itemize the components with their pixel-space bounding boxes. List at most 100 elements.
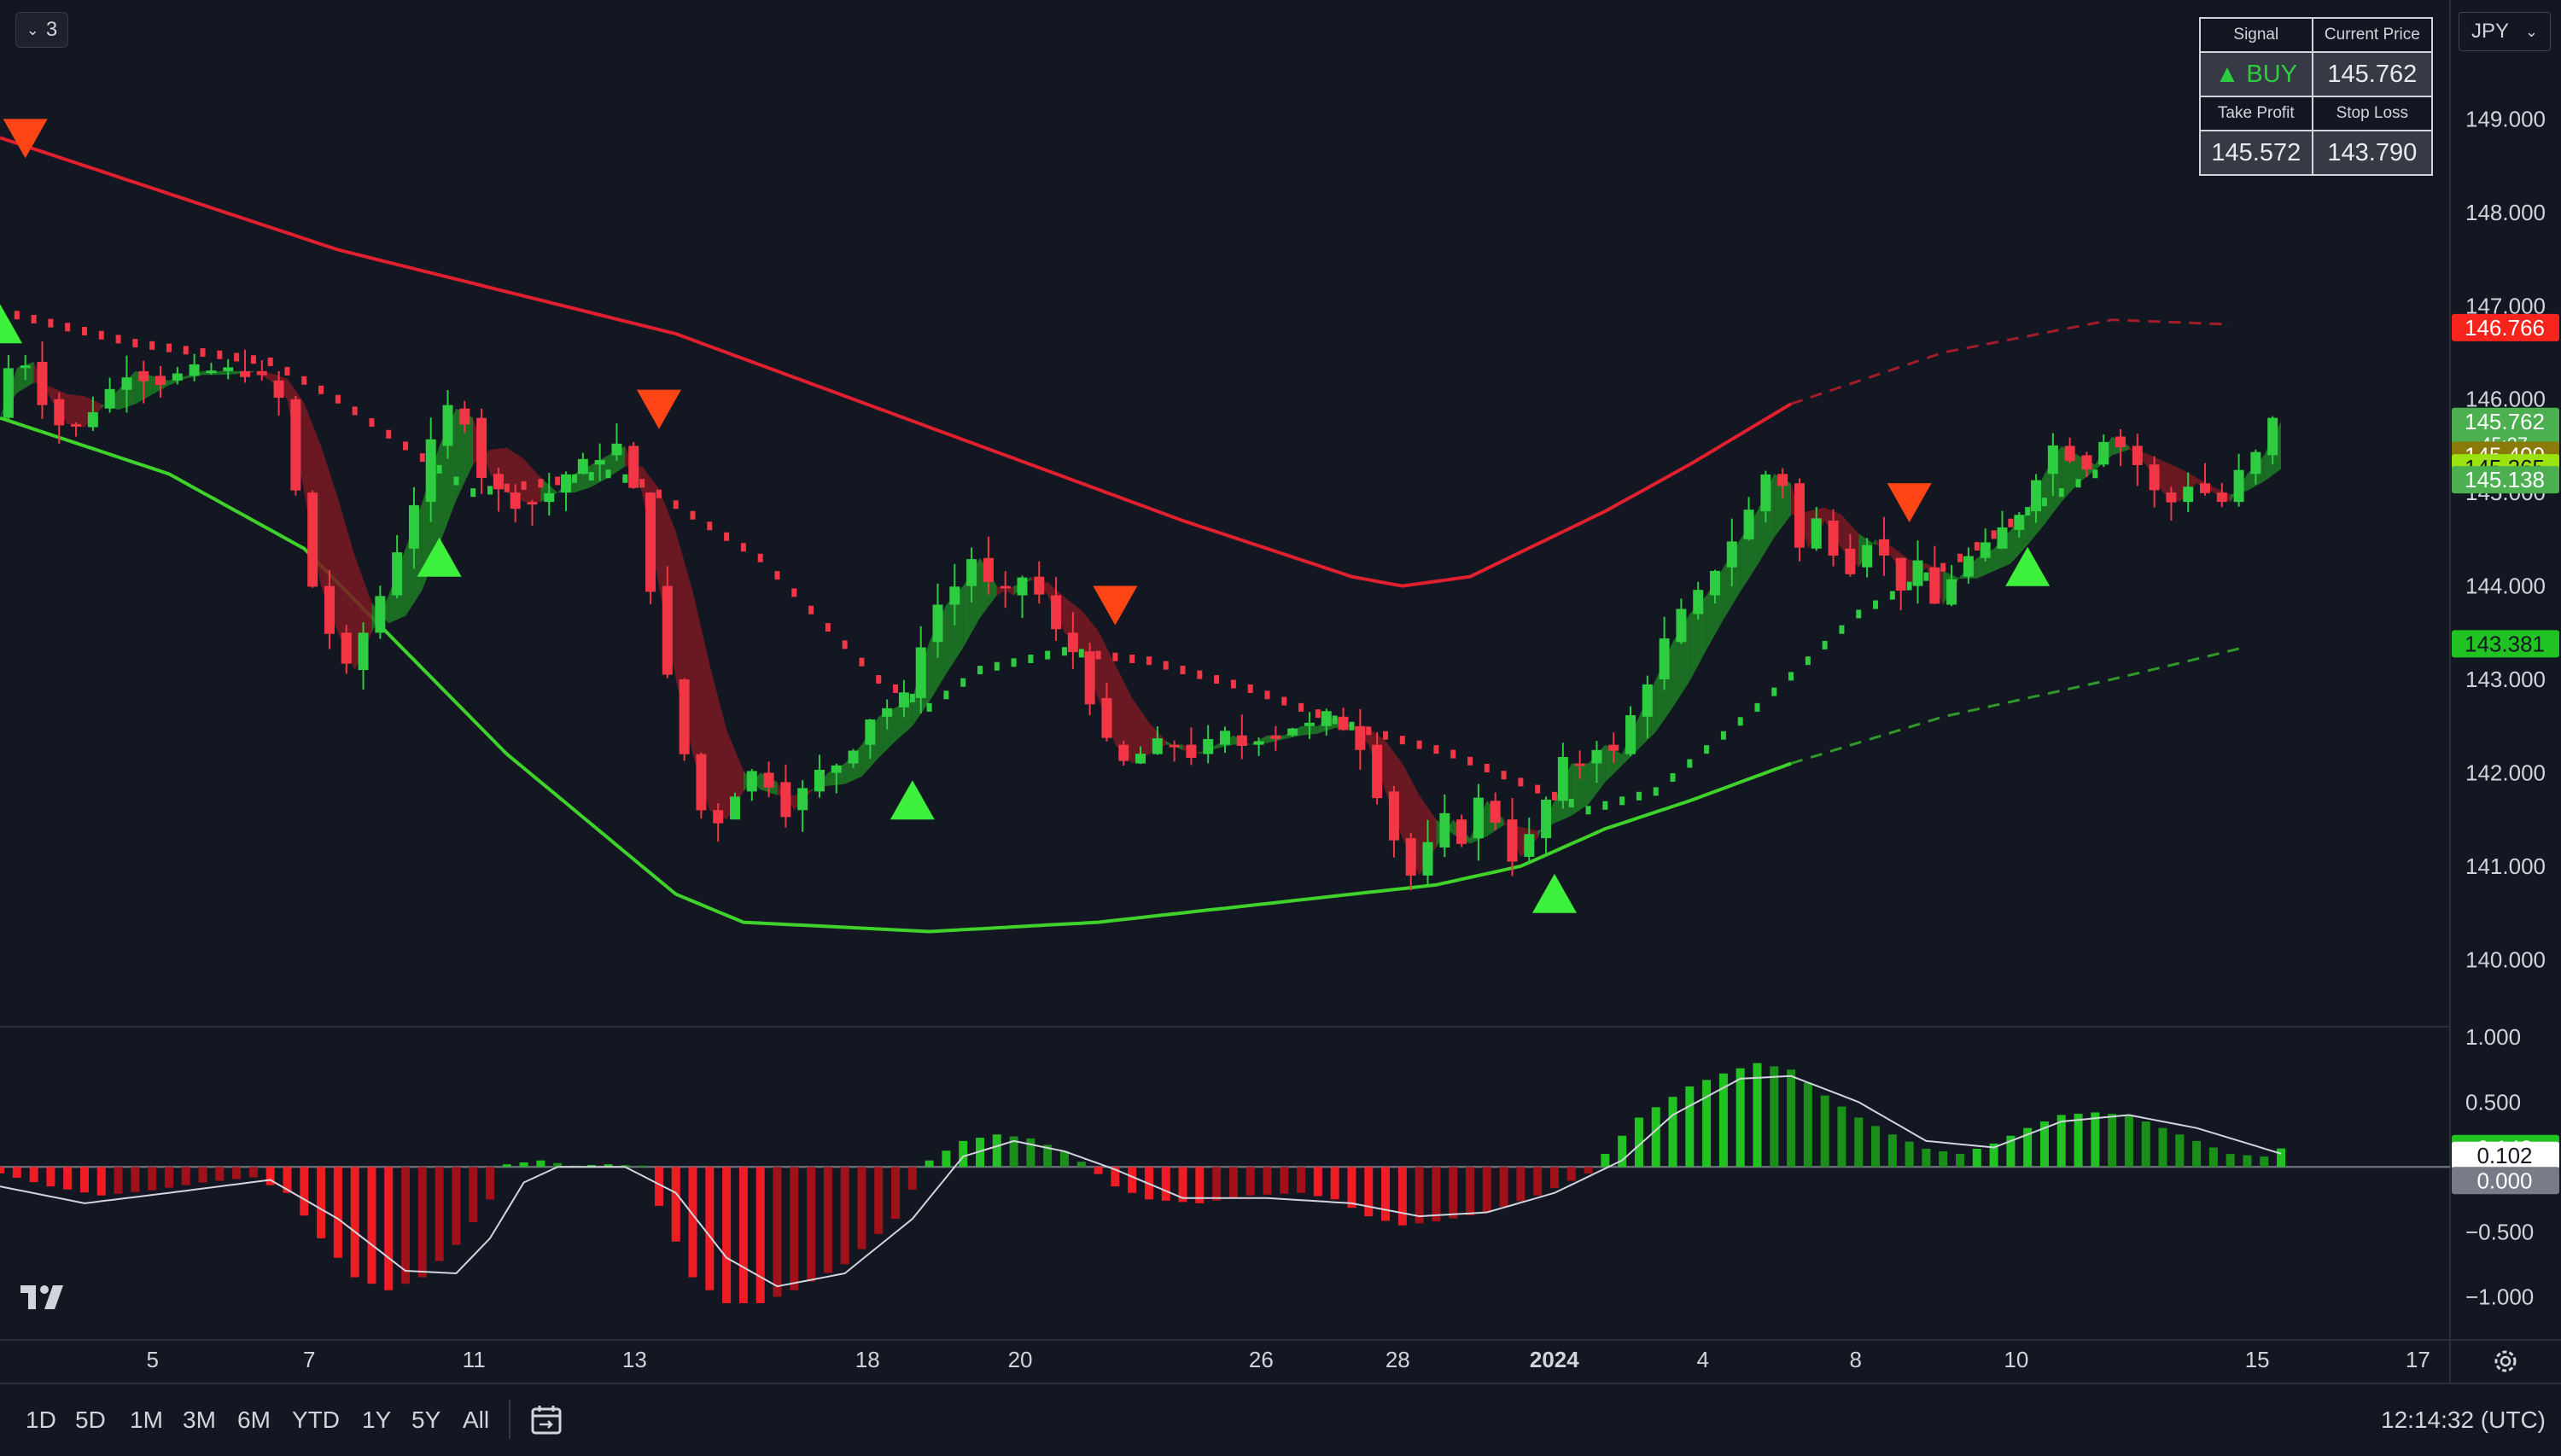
candle-body xyxy=(476,417,487,478)
trend-cloud-segment xyxy=(878,707,896,758)
trailing-stop-dot xyxy=(1771,687,1777,696)
timeframe-5y[interactable]: 5Y xyxy=(411,1406,441,1433)
trailing-stop-dot xyxy=(1112,652,1118,661)
trailing-stop-dot xyxy=(403,441,409,451)
trailing-stop-dot xyxy=(1670,772,1676,782)
histogram-bar xyxy=(1347,1167,1356,1208)
trailing-stop-dot xyxy=(1889,591,1895,600)
price-label-text: 145.138 xyxy=(2465,467,2545,492)
trailing-stop-dot xyxy=(2008,518,2014,527)
trailing-stop-dot xyxy=(859,657,865,667)
timeframe-5d[interactable]: 5D xyxy=(75,1406,106,1433)
histogram-bar xyxy=(96,1167,106,1196)
histogram-bar xyxy=(519,1162,528,1168)
histogram-bar xyxy=(384,1167,394,1290)
candle-body xyxy=(662,585,673,675)
histogram-bar xyxy=(215,1167,225,1181)
trailing-stop-dot xyxy=(284,366,290,376)
trailing-stop-dot xyxy=(419,453,425,463)
candle-body xyxy=(1591,749,1602,764)
tradingview-logo-icon[interactable] xyxy=(19,1282,72,1313)
candle-body xyxy=(2031,480,2042,512)
candle-body xyxy=(1152,738,1163,754)
price-chart[interactable]: 149.000148.000147.000146.000145.000144.0… xyxy=(0,0,2561,1383)
candle-body xyxy=(1946,579,1957,605)
candle-body xyxy=(1270,735,1281,739)
candle-body xyxy=(189,364,200,376)
time-tick-label: 26 xyxy=(1249,1347,1274,1372)
histogram-bar xyxy=(823,1167,832,1273)
candle-body xyxy=(206,370,217,374)
histogram-bar xyxy=(874,1167,884,1234)
timeframe-1m[interactable]: 1M xyxy=(130,1406,163,1433)
timeframe-3m[interactable]: 3M xyxy=(183,1406,216,1433)
timeframe-6m[interactable]: 6M xyxy=(237,1406,271,1433)
trailing-stop-dot xyxy=(386,429,392,439)
trailing-stop-dot xyxy=(1230,679,1236,689)
trailing-stop-dot xyxy=(335,394,341,404)
trailing-stop-dot xyxy=(1399,736,1405,745)
candle-body xyxy=(1760,474,1771,512)
trailing-stop-dot xyxy=(2041,498,2047,507)
trailing-stop-dot xyxy=(538,479,544,488)
trailing-stop-dot xyxy=(234,352,240,362)
candle-body xyxy=(1067,632,1078,653)
trailing-stop-dot xyxy=(1535,784,1541,794)
trailing-stop-dot xyxy=(436,464,442,474)
lower-band-line xyxy=(0,416,1792,934)
candle-body xyxy=(865,719,876,745)
price-tick-label: 142.000 xyxy=(2465,760,2546,785)
currency-selector[interactable]: JPY ⌄ xyxy=(2459,12,2551,51)
histogram-bar xyxy=(2243,1155,2252,1168)
trailing-stop-dot xyxy=(943,690,949,700)
histogram-bar xyxy=(1685,1086,1695,1168)
candle-body xyxy=(544,492,555,503)
time-tick-label: 13 xyxy=(622,1347,647,1372)
candle-body xyxy=(1794,483,1805,548)
trailing-stop-dot xyxy=(183,346,189,355)
candle-body xyxy=(1828,521,1839,556)
time-tick-label: 11 xyxy=(463,1347,486,1372)
histogram-bar xyxy=(1094,1167,1103,1174)
histogram-bar xyxy=(2277,1148,2286,1168)
timeframe-1d[interactable]: 1D xyxy=(26,1406,56,1433)
histogram-bar xyxy=(1887,1134,1897,1168)
candle-body xyxy=(223,367,234,371)
timeframe-1y[interactable]: 1Y xyxy=(362,1406,392,1433)
trailing-stop-dot xyxy=(487,486,493,495)
histogram-bar xyxy=(2056,1115,2066,1168)
histogram-bar xyxy=(1381,1167,1391,1221)
histogram-bar xyxy=(1939,1151,1948,1168)
indicator-legend-toggle[interactable]: ⌄ 3 xyxy=(15,12,68,48)
timeframe-ytd[interactable]: YTD xyxy=(292,1406,340,1433)
candle-body xyxy=(915,647,926,698)
candle-body xyxy=(1676,609,1687,643)
stop-loss-value: 143.790 xyxy=(2311,130,2434,176)
histogram-bar xyxy=(1516,1167,1526,1202)
time-tick-label: 15 xyxy=(2245,1347,2270,1372)
histogram-bar xyxy=(1989,1143,1998,1168)
candle-body xyxy=(1743,510,1754,539)
candle-body xyxy=(1355,725,1366,750)
histogram-bar xyxy=(688,1167,697,1278)
candle-body xyxy=(1507,819,1518,862)
candle-body xyxy=(54,399,65,426)
histogram-bar xyxy=(417,1167,427,1278)
candle-body xyxy=(20,365,31,369)
histogram-bar xyxy=(1972,1149,1981,1168)
histogram-bar xyxy=(2039,1121,2049,1168)
settings-gear-icon[interactable] xyxy=(2491,1347,2520,1376)
trailing-stop-dot xyxy=(115,335,121,344)
timeframe-all[interactable]: All xyxy=(463,1406,490,1433)
go-to-date-icon[interactable] xyxy=(529,1403,563,1437)
histogram-bar xyxy=(925,1160,934,1168)
candle-body xyxy=(645,492,656,592)
trailing-stop-dot xyxy=(1045,650,1051,660)
candle-body xyxy=(2216,492,2227,503)
candle-body xyxy=(375,596,386,633)
candle-body xyxy=(1574,763,1585,766)
price-label-text: 145.762 xyxy=(2465,409,2545,434)
histogram-bar xyxy=(2208,1147,2218,1168)
candle-body xyxy=(1980,542,1991,558)
candle-body xyxy=(696,754,707,811)
